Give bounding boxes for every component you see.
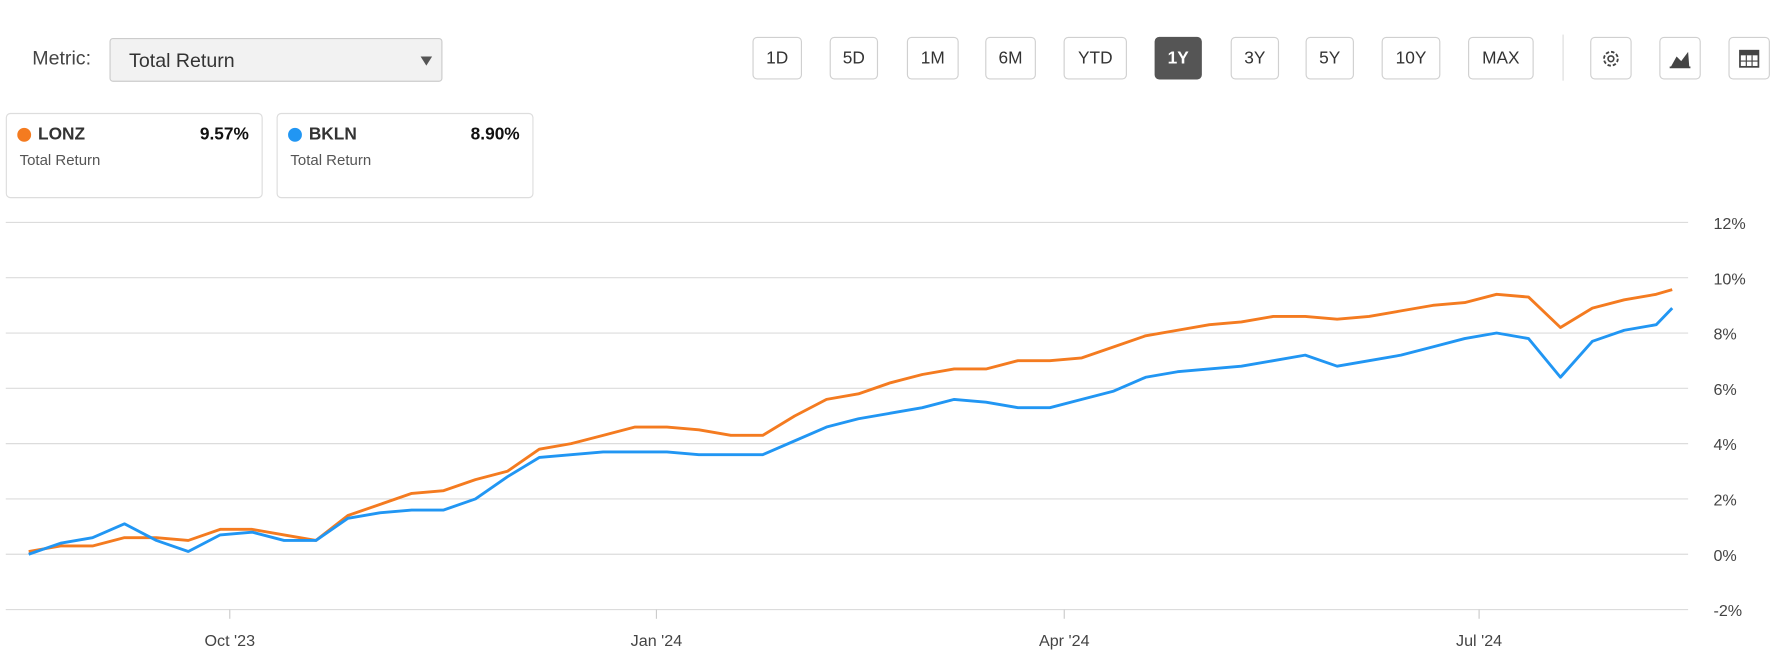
settings-button[interactable] [1590,36,1632,80]
y-tick-label: 2% [1713,492,1736,510]
range-button[interactable]: 5Y [1305,36,1354,80]
y-tick-label: 4% [1713,436,1736,454]
legend-dot [17,127,32,142]
x-tick-label: Apr '24 [1039,632,1090,650]
legend-name: LONZ [38,124,86,145]
x-tick-label: Jul '24 [1456,632,1502,650]
metric-value: Total Return [129,49,235,72]
range-button[interactable]: 1D [752,36,803,80]
y-tick-label: 8% [1713,326,1736,344]
y-tick-label: -2% [1713,602,1742,620]
range-button[interactable]: 6M [985,36,1036,80]
series-line [28,288,1673,553]
metric-label: Metric: [32,47,92,70]
gear-icon [1603,50,1619,67]
series-line [28,307,1674,556]
legend-value: 8.90% [470,124,520,145]
x-tick-label: Jan '24 [631,632,683,650]
y-tick-label: 10% [1713,270,1745,288]
metric-dropdown[interactable]: Total Return [109,38,443,82]
legend-value: 9.57% [199,124,249,145]
table-button[interactable] [1728,36,1770,80]
range-button[interactable]: 1M [906,36,959,80]
legend-subtitle: Total Return [19,150,101,169]
y-tick-label: 12% [1713,215,1745,233]
legend-card[interactable]: BKLN 8.90% Total Return [276,112,534,199]
range-button[interactable]: 5D [829,36,879,80]
y-tick-label: 6% [1713,381,1736,399]
area-icon [1669,51,1691,68]
range-button[interactable]: YTD [1063,36,1127,80]
table-icon [1739,49,1760,68]
range-button[interactable]: 3Y [1230,36,1280,80]
x-tick-label: Oct '23 [204,632,255,650]
range-button[interactable]: 1Y [1154,36,1202,80]
dropdown-arrow [420,56,433,66]
legend-subtitle: Total Return [290,150,372,169]
chart-type-button[interactable] [1659,36,1701,80]
legend-card[interactable]: LONZ 9.57% Total Return [5,112,263,199]
legend-dot [288,127,302,142]
divider [1562,34,1564,81]
y-tick-label: 0% [1713,547,1736,565]
legend-name: BKLN [308,124,357,145]
range-button[interactable]: 10Y [1381,36,1441,80]
range-button[interactable]: MAX [1468,36,1534,80]
